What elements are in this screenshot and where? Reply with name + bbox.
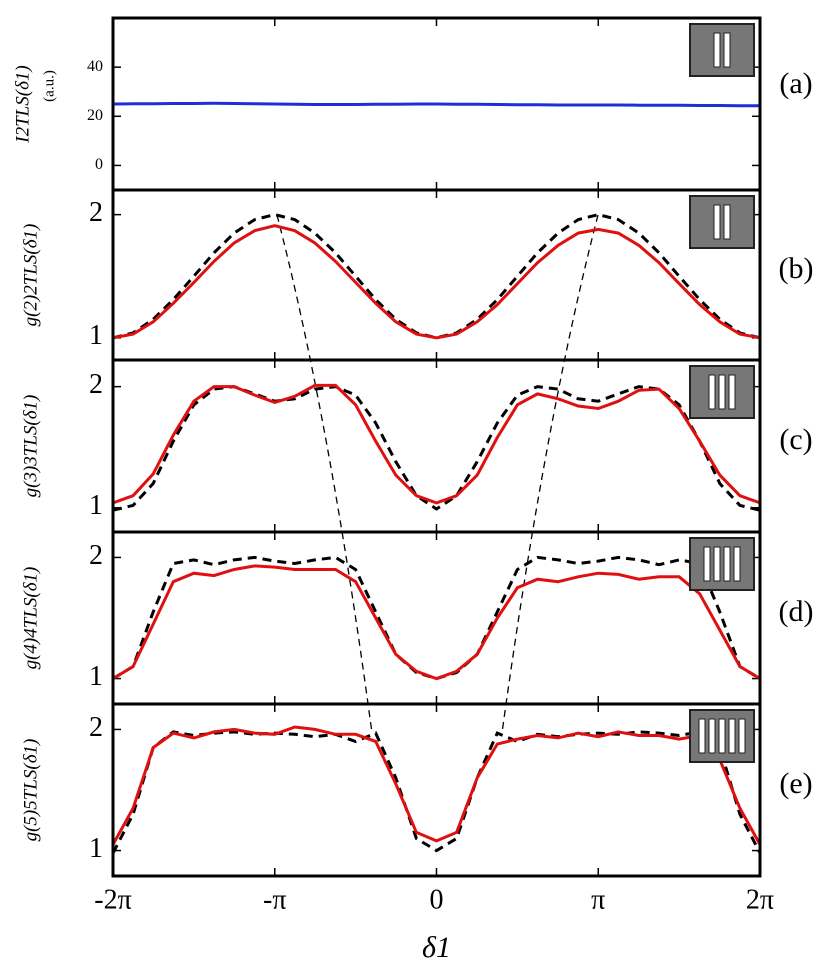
panel-label: (c) <box>779 423 812 456</box>
x-tick-label: -π <box>263 884 286 915</box>
icon-slit <box>718 374 726 410</box>
icon-slit <box>718 718 726 754</box>
data-line <box>112 101 760 108</box>
y-axis-label: g(4)4TLS(δ1) <box>20 567 41 670</box>
plot-frame <box>111 358 762 534</box>
y-axis-label: g(5)5TLS(δ1) <box>20 739 41 842</box>
y-tick-label: 2 <box>89 540 103 571</box>
icon-slit <box>723 32 731 68</box>
panel-label: (b) <box>779 252 814 285</box>
x-tick-label: 0 <box>430 884 444 915</box>
x-tick-label: 2π <box>746 884 774 915</box>
panel-label: (a) <box>779 67 812 100</box>
icon <box>689 23 755 77</box>
icon <box>689 195 755 249</box>
y-tick-label: 2 <box>89 197 103 228</box>
icon-slit <box>728 718 736 754</box>
data-line <box>112 224 761 340</box>
icon-slit <box>698 718 706 754</box>
icon-slit <box>708 718 716 754</box>
data-line <box>111 730 762 854</box>
guide-line <box>276 214 373 734</box>
plot-frame <box>111 702 762 878</box>
y-tick-label: 2 <box>89 369 103 400</box>
x-tick-label: π <box>591 884 605 915</box>
data-line <box>112 385 761 512</box>
icon-slit <box>723 204 731 240</box>
data-line <box>112 383 761 505</box>
panel-label: (e) <box>779 767 812 800</box>
icon-slit <box>713 546 721 582</box>
y-axis-unit: (a.u.) <box>41 70 57 102</box>
data-line <box>112 564 761 681</box>
plot-frame <box>111 188 762 362</box>
y-tick-label: 2 <box>89 712 103 743</box>
x-tick-label: -2π <box>94 884 131 915</box>
data-line <box>111 725 762 846</box>
data-line <box>112 213 761 340</box>
y-tick-label: 0 <box>95 156 103 173</box>
icon-slit <box>738 718 746 754</box>
data-line <box>112 555 761 681</box>
icon <box>689 537 755 591</box>
icon-slit <box>713 204 721 240</box>
icon-slit <box>728 374 736 410</box>
guide-lines <box>276 214 599 734</box>
icon-slit <box>713 32 721 68</box>
icon-slit <box>723 546 731 582</box>
y-axis-label: g(2)2TLS(δ1) <box>20 224 41 327</box>
y-tick-label: 1 <box>89 320 103 351</box>
y-tick-label: 1 <box>89 490 103 521</box>
guide-line <box>501 214 599 734</box>
x-axis-label: δ1 <box>422 931 451 964</box>
y-axis-label: g(3)3TLS(δ1) <box>20 395 41 498</box>
panel-label: (d) <box>779 595 814 628</box>
icon-slit <box>708 374 716 410</box>
y-tick-label: 20 <box>87 107 103 124</box>
y-axis-label: I2TLS(δ1) <box>12 65 33 143</box>
y-tick-label: 1 <box>89 661 103 692</box>
y-tick-label: 40 <box>87 58 103 75</box>
icon-slit <box>733 546 741 582</box>
y-tick-label: 1 <box>89 833 103 864</box>
icon-slit <box>703 546 711 582</box>
